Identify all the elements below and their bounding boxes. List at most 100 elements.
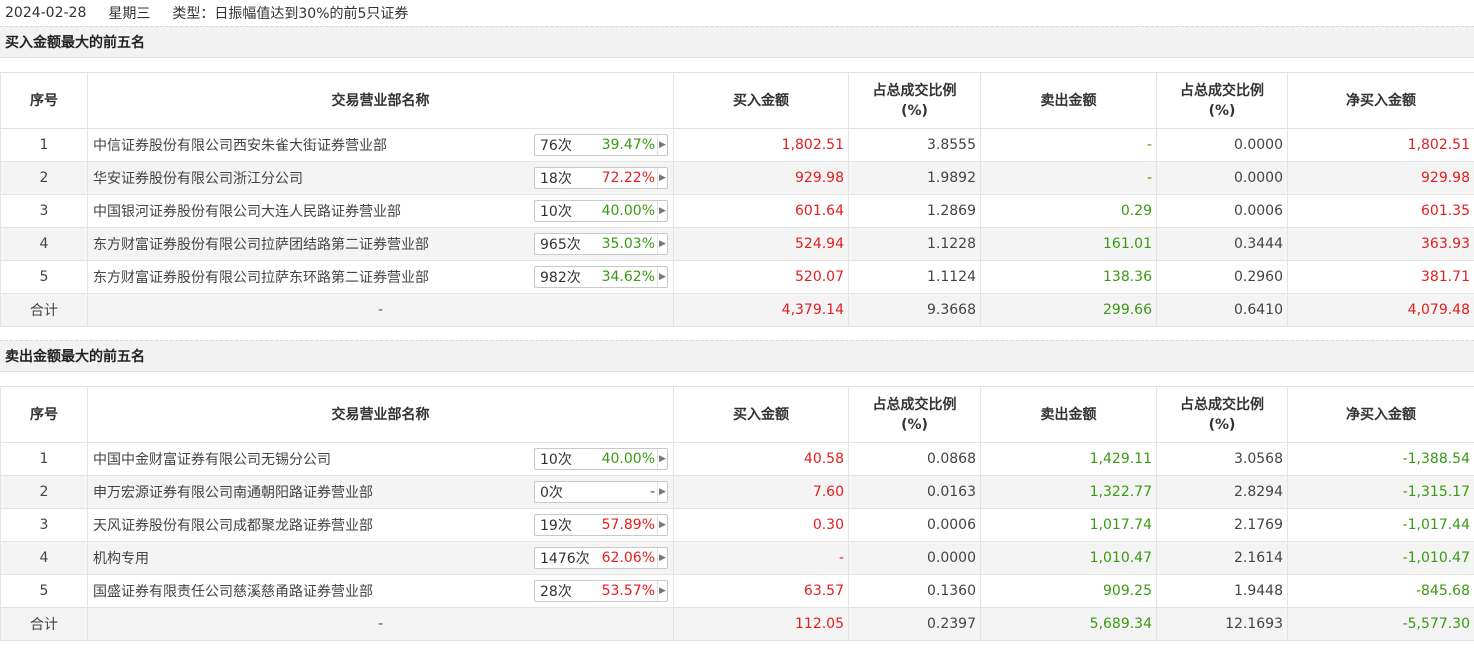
chevron-right-icon: ▶ bbox=[657, 515, 667, 535]
col-header-net: 净买入金额 bbox=[1287, 386, 1474, 443]
row-index: 2 bbox=[0, 161, 88, 195]
broker-cell-inner: 中国中金财富证券有限公司无锡分公司 10次 40.00% ▶ bbox=[92, 448, 669, 470]
sell-amount: 1,017.74 bbox=[980, 508, 1157, 542]
sell-ratio: 2.1769 bbox=[1156, 508, 1288, 542]
row-index: 3 bbox=[0, 508, 88, 542]
total-sell-amount: 299.66 bbox=[980, 293, 1157, 327]
broker-name-link[interactable]: 中信证券股份有限公司西安朱雀大街证券营业部 bbox=[93, 138, 387, 154]
row-index: 3 bbox=[0, 194, 88, 228]
buy-amount: 0.30 bbox=[673, 508, 849, 542]
sell-amount: 138.36 bbox=[980, 260, 1157, 294]
net-buy-amount: 381.71 bbox=[1287, 260, 1474, 294]
appearance-count: 19次 bbox=[540, 518, 572, 534]
total-sell-amount: 5,689.34 bbox=[980, 607, 1157, 641]
buy-ratio: 0.0163 bbox=[848, 475, 981, 509]
col-header-sell-ratio: 占总成交比例 (%) bbox=[1156, 72, 1288, 129]
chevron-right-icon: ▶ bbox=[657, 581, 667, 601]
broker-name-link[interactable]: 东方财富证券股份有限公司拉萨东环路第二证券营业部 bbox=[93, 270, 429, 286]
broker-cell: 中信证券股份有限公司西安朱雀大街证券营业部 76次 39.47% ▶ bbox=[87, 128, 674, 162]
table-row: 2 华安证券股份有限公司浙江分公司 18次 72.22% ▶ 929.98 1.9892-0… bbox=[0, 161, 1474, 195]
broker-stat-button[interactable]: 0次 - ▶ bbox=[534, 481, 668, 503]
col-header-buy: 买入金额 bbox=[673, 386, 849, 443]
broker-name-link[interactable]: 东方财富证券股份有限公司拉萨团结路第二证券营业部 bbox=[93, 237, 429, 253]
broker-name-link[interactable]: 天风证券股份有限公司成都聚龙路证券营业部 bbox=[93, 518, 373, 534]
sell-ratio: 0.3444 bbox=[1156, 227, 1288, 261]
buy-section-title: 买入金额最大的前五名 bbox=[0, 26, 1474, 58]
row-index: 5 bbox=[0, 260, 88, 294]
chevron-right-icon: ▶ bbox=[657, 201, 667, 221]
buy-amount: 601.64 bbox=[673, 194, 849, 228]
buy-ratio: 0.0000 bbox=[848, 541, 981, 575]
sell-section-title: 卖出金额最大的前五名 bbox=[0, 340, 1474, 372]
total-buy-amount: 4,379.14 bbox=[673, 293, 849, 327]
success-rate: 62.06% bbox=[601, 550, 655, 566]
col-header-buy-ratio-line2: (%) bbox=[901, 102, 928, 119]
table-row: 3 天风证券股份有限公司成都聚龙路证券营业部 19次 57.89% ▶ 0.30 0.000… bbox=[0, 508, 1474, 542]
sell-amount: 161.01 bbox=[980, 227, 1157, 261]
col-header-buy-ratio-line1: 占总成交比例 bbox=[872, 82, 957, 99]
broker-cell: 东方财富证券股份有限公司拉萨东环路第二证券营业部 982次 34.62% ▶ bbox=[87, 260, 674, 294]
col-header-buy-ratio: 占总成交比例 (%) bbox=[848, 72, 981, 129]
sell-ratio: 2.8294 bbox=[1156, 475, 1288, 509]
sell-amount: - bbox=[980, 128, 1157, 162]
buy-amount: - bbox=[673, 541, 849, 575]
broker-cell: 华安证券股份有限公司浙江分公司 18次 72.22% ▶ bbox=[87, 161, 674, 195]
net-buy-amount: -1,315.17 bbox=[1287, 475, 1474, 509]
sell-ratio: 1.9448 bbox=[1156, 574, 1288, 608]
sell-amount: 909.25 bbox=[980, 574, 1157, 608]
success-rate: 34.62% bbox=[601, 269, 655, 285]
broker-cell-inner: 东方财富证券股份有限公司拉萨东环路第二证券营业部 982次 34.62% ▶ bbox=[92, 266, 669, 288]
broker-name-link[interactable]: 中国银河证券股份有限公司大连人民路证券营业部 bbox=[93, 204, 401, 220]
broker-cell-inner: 申万宏源证券有限公司南通朝阳路证券营业部 0次 - ▶ bbox=[92, 481, 669, 503]
total-name: - bbox=[87, 293, 674, 327]
buy-ratio: 0.1360 bbox=[848, 574, 981, 608]
table-header-row: 序号 交易营业部名称 买入金额 占总成交比例 (%) 卖出金额 占总成交比例 (%) 净买入金额 bbox=[0, 72, 1474, 129]
table-row: 1 中国中金财富证券有限公司无锡分公司 10次 40.00% ▶ 40.58 0.0868 1… bbox=[0, 442, 1474, 476]
broker-cell: 机构专用 1476次 62.06% ▶ bbox=[87, 541, 674, 575]
table-header-row: 序号 交易营业部名称 买入金额 占总成交比例 (%) 卖出金额 占总成交比例 (%) 净买入金额 bbox=[0, 386, 1474, 443]
broker-name-link[interactable]: 申万宏源证券有限公司南通朝阳路证券营业部 bbox=[93, 485, 373, 501]
sell-ratio: 0.2960 bbox=[1156, 260, 1288, 294]
net-buy-amount: 601.35 bbox=[1287, 194, 1474, 228]
chevron-right-icon: ▶ bbox=[657, 267, 667, 287]
broker-stat-button[interactable]: 18次 72.22% ▶ bbox=[534, 167, 668, 189]
broker-stat-button[interactable]: 10次 40.00% ▶ bbox=[534, 448, 668, 470]
broker-name-link[interactable]: 机构专用 bbox=[93, 551, 149, 567]
sell-ratio: 0.0000 bbox=[1156, 128, 1288, 162]
type-label: 类型：日振幅值达到30%的前5只证券 bbox=[172, 6, 409, 22]
buy-ratio: 1.2869 bbox=[848, 194, 981, 228]
broker-name-link[interactable]: 中国中金财富证券有限公司无锡分公司 bbox=[93, 452, 331, 468]
broker-stat-button[interactable]: 10次 40.00% ▶ bbox=[534, 200, 668, 222]
net-buy-amount: -845.68 bbox=[1287, 574, 1474, 608]
broker-name-link[interactable]: 国盛证券有限责任公司慈溪慈甬路证券营业部 bbox=[93, 584, 373, 600]
buy-ratio: 1.1124 bbox=[848, 260, 981, 294]
chevron-right-icon: ▶ bbox=[657, 234, 667, 254]
total-buy-ratio: 9.3668 bbox=[848, 293, 981, 327]
broker-stat-button[interactable]: 1476次 62.06% ▶ bbox=[534, 547, 668, 569]
success-rate: 40.00% bbox=[601, 451, 655, 467]
broker-stat-button[interactable]: 982次 34.62% ▶ bbox=[534, 266, 668, 288]
col-header-sell: 卖出金额 bbox=[980, 386, 1157, 443]
col-header-sell-ratio: 占总成交比例 (%) bbox=[1156, 386, 1288, 443]
broker-stat-button[interactable]: 965次 35.03% ▶ bbox=[534, 233, 668, 255]
broker-stat-button[interactable]: 76次 39.47% ▶ bbox=[534, 134, 668, 156]
broker-name-link[interactable]: 华安证券股份有限公司浙江分公司 bbox=[93, 171, 303, 187]
sell-ratio: 0.0000 bbox=[1156, 161, 1288, 195]
net-buy-amount: -1,388.54 bbox=[1287, 442, 1474, 476]
broker-stat-button[interactable]: 19次 57.89% ▶ bbox=[534, 514, 668, 536]
buy-amount: 929.98 bbox=[673, 161, 849, 195]
total-buy-ratio: 0.2397 bbox=[848, 607, 981, 641]
col-header-buy-ratio-line1: 占总成交比例 bbox=[872, 396, 957, 413]
total-net-buy-amount: -5,577.30 bbox=[1287, 607, 1474, 641]
col-header-idx: 序号 bbox=[0, 386, 88, 443]
success-rate: 40.00% bbox=[601, 203, 655, 219]
buy-amount: 40.58 bbox=[673, 442, 849, 476]
buy-amount: 520.07 bbox=[673, 260, 849, 294]
broker-cell: 中国银河证券股份有限公司大连人民路证券营业部 10次 40.00% ▶ bbox=[87, 194, 674, 228]
broker-cell: 国盛证券有限责任公司慈溪慈甬路证券营业部 28次 53.57% ▶ bbox=[87, 574, 674, 608]
buy-ratio: 1.1228 bbox=[848, 227, 981, 261]
appearance-count: 0次 bbox=[540, 485, 563, 501]
appearance-count: 1476次 bbox=[540, 551, 590, 567]
col-header-net: 净买入金额 bbox=[1287, 72, 1474, 129]
broker-stat-button[interactable]: 28次 53.57% ▶ bbox=[534, 580, 668, 602]
